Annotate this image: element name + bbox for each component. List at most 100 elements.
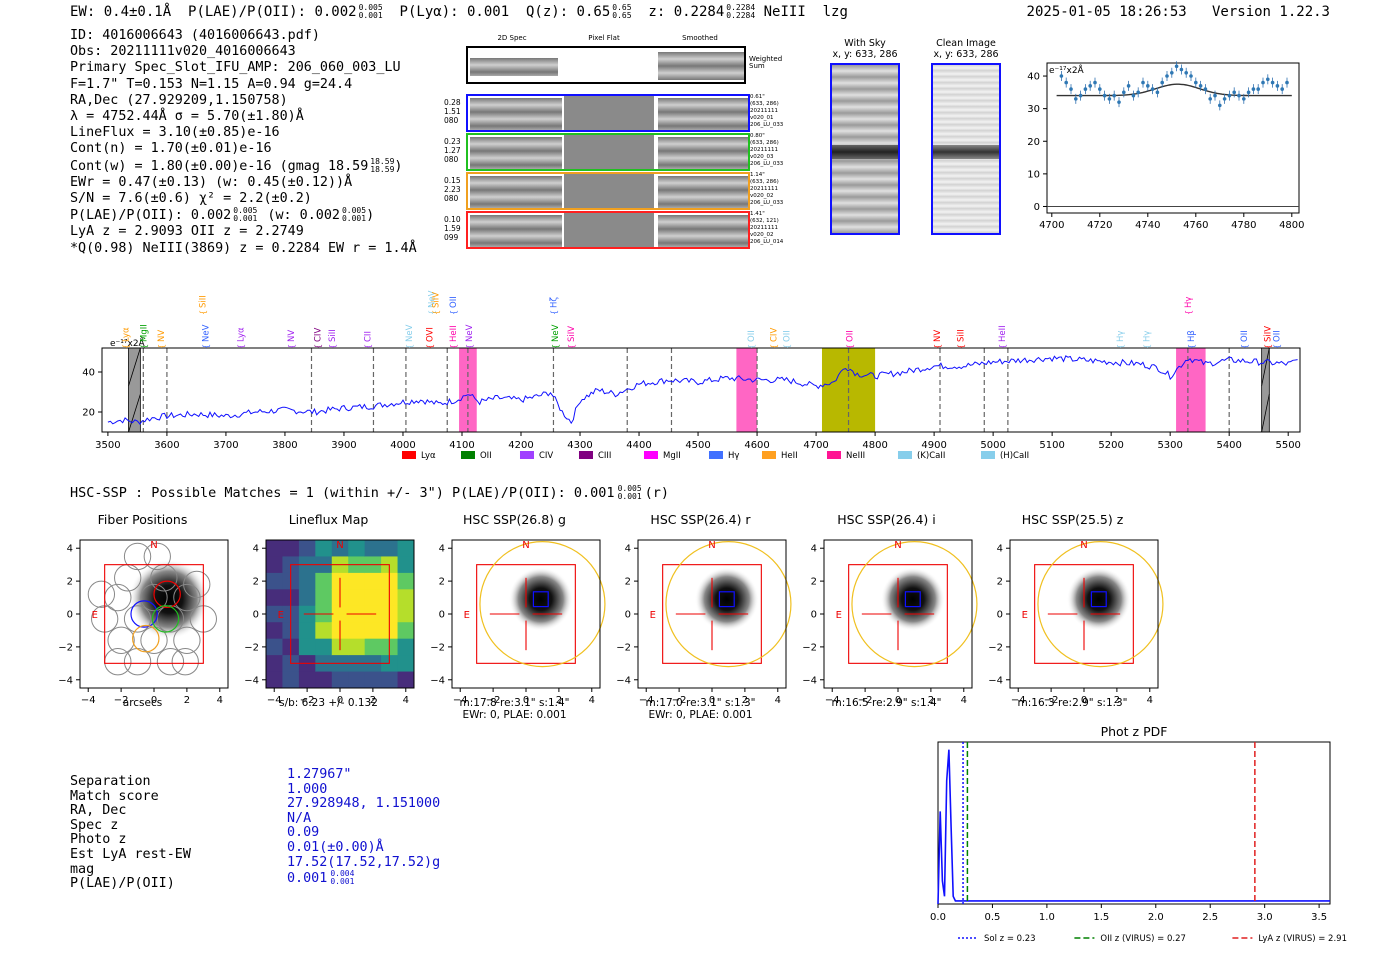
legend-label: NeIII — [846, 451, 865, 461]
line-marker-label: Lyα — [122, 327, 132, 342]
cutout-meta: v020_02 — [750, 232, 774, 238]
cutout-smooth — [658, 98, 748, 130]
fiber-circle — [183, 570, 211, 599]
effective-radius-ellipse — [665, 541, 792, 668]
info-ewr: EWr = 0.47(±0.13) (w: 0.45(±0.12))Å — [70, 174, 353, 190]
photz-xtick-label: 3.5 — [1311, 912, 1327, 923]
header-summary: EW: 0.4±0.1Å P(LAE)/P(OII): 0.002 0.005 0.… — [70, 3, 848, 21]
header-z-sup: 0.2284 — [726, 3, 756, 12]
fiber-quaternary — [132, 624, 160, 653]
line-marker-label: NV — [287, 330, 297, 342]
fiber-primary — [153, 580, 181, 609]
zoom-point — [1256, 87, 1260, 91]
cutout-row-right-stats: 1.14" (633, 286) 20211111 v020_02 206_LU_033 — [750, 172, 790, 207]
flux-cell — [315, 572, 333, 590]
line-marker: HeII { — [449, 325, 459, 349]
photz-title: Phot z PDF — [1101, 724, 1168, 739]
zoom-ytick-label: 30 — [1027, 104, 1040, 115]
line-marker-label: OII — [783, 330, 793, 342]
zoom-point — [1251, 87, 1256, 91]
match-values: 1.27967" 1.000 27.928948, 1.151000 N/A 0.09 0… — [287, 767, 440, 887]
match-label: P(LAE)/P(OII) — [70, 876, 175, 892]
flux-cell — [331, 605, 349, 623]
line-marker-brace: { — [1240, 344, 1249, 349]
spectrum-xtick-label: 4300 — [567, 440, 592, 451]
line-marker: OII { — [1272, 330, 1282, 349]
line-marker: Hγ { — [1116, 331, 1126, 349]
info-line: RA,Dec (27.929209,1.150758) — [70, 92, 288, 108]
spectrum-xtick-label: 4200 — [508, 440, 533, 451]
zoom-point — [1088, 84, 1092, 88]
spectrum-xtick-label: 4600 — [744, 440, 769, 451]
panel-ytick-label: −2 — [616, 642, 631, 653]
line-marker-brace: { — [122, 344, 131, 349]
cutout-row-frame — [466, 133, 750, 171]
zoom-point — [1059, 74, 1064, 78]
image-panel-flux: Lineflux Map N E −4 −2 0 2 4 4 2 0 −2 −4 s/b: 6.23 +/… — [236, 512, 421, 722]
spectrum-xtick-label: 4900 — [921, 440, 946, 451]
aperture-box — [290, 564, 390, 664]
line-marker-brace: { — [1116, 344, 1125, 349]
zoom-xtick-label: 4780 — [1231, 220, 1256, 231]
zoom-point — [1170, 70, 1174, 75]
line-marker-label: CII — [364, 331, 374, 342]
line-marker-label: OII — [747, 330, 757, 342]
spectrum-xtick-label: 4400 — [626, 440, 651, 451]
cutout-meta: (633, 286) — [750, 101, 779, 107]
line-marker: NeV { — [405, 324, 415, 349]
centroid-box — [532, 591, 549, 608]
line-marker-label: SiII — [957, 329, 967, 342]
panel-ytick-label: −2 — [430, 642, 445, 653]
panel-ytick-label: −4 — [988, 675, 1003, 686]
fiber-tertiary — [151, 605, 180, 633]
line-marker: Hζ { — [549, 297, 559, 315]
line-marker: OVI { — [426, 327, 436, 349]
line-marker-label: Hζ — [549, 297, 559, 308]
panel-xtick-label: 4 — [403, 695, 409, 706]
line-marker-label: Lyα — [237, 327, 247, 342]
zoom-point — [1189, 74, 1193, 78]
panel-xtick-label: 0 — [895, 695, 901, 706]
line-marker-label: NV — [933, 330, 943, 342]
line-marker: NV { — [157, 330, 167, 349]
panel-ytick-label: −4 — [802, 675, 817, 686]
panel-xtick-label: 2 — [370, 695, 376, 706]
line-marker: MgII { — [139, 324, 149, 349]
clean-image — [931, 63, 1001, 235]
panel-ytick-label: 2 — [811, 577, 817, 588]
panel-xtick-label: 2 — [556, 695, 562, 706]
panel-xtick-label: 4 — [961, 695, 967, 706]
cutout-meta: 20211111 — [750, 186, 778, 192]
info-q-line: *Q(0.98) NeIII(3869) z = 0.2284 EW r = 1… — [70, 240, 417, 256]
weighted-smooth — [658, 52, 744, 80]
panel-caption: m:16.5 re:2.9" s:1.4" — [831, 697, 942, 709]
panel-ytick-label: 4 — [67, 544, 73, 555]
panel-caption: m:16.3 re:2.9" s:1.3" — [1017, 697, 1128, 709]
line-marker: Hβ { — [1187, 330, 1197, 349]
legend-swatch — [460, 451, 475, 459]
east-label: E — [464, 610, 470, 621]
header-plae-sub: 0.001 — [358, 11, 383, 20]
panel-title: Lineflux Map — [288, 512, 369, 527]
spectrum-band — [736, 348, 758, 432]
line-marker-label: NeV — [405, 324, 415, 342]
line-marker: NV { — [933, 330, 943, 349]
cutout-2d — [470, 215, 562, 247]
zoom-fit-curve — [1056, 83, 1292, 97]
spectrum-mask — [128, 347, 141, 433]
photz-frame — [937, 741, 1331, 905]
flux-cell — [266, 540, 283, 557]
zoom-ytick-label: 20 — [1027, 137, 1040, 148]
panel-xtick-label: −4 — [825, 695, 840, 706]
legend-swatch — [578, 451, 593, 459]
north-label: N — [708, 540, 715, 551]
panel-ytick-label: 4 — [253, 544, 259, 555]
flux-cell — [397, 622, 415, 640]
line-marker: OII { — [1240, 330, 1250, 349]
panel-xtick-label: −2 — [300, 695, 315, 706]
flux-cell — [315, 638, 333, 656]
cutout-smooth — [658, 215, 748, 247]
flux-cell — [397, 605, 415, 623]
panel-caption: s/b: 6.23 +/- 0.132 — [279, 697, 378, 709]
cutout-2d — [470, 137, 562, 169]
